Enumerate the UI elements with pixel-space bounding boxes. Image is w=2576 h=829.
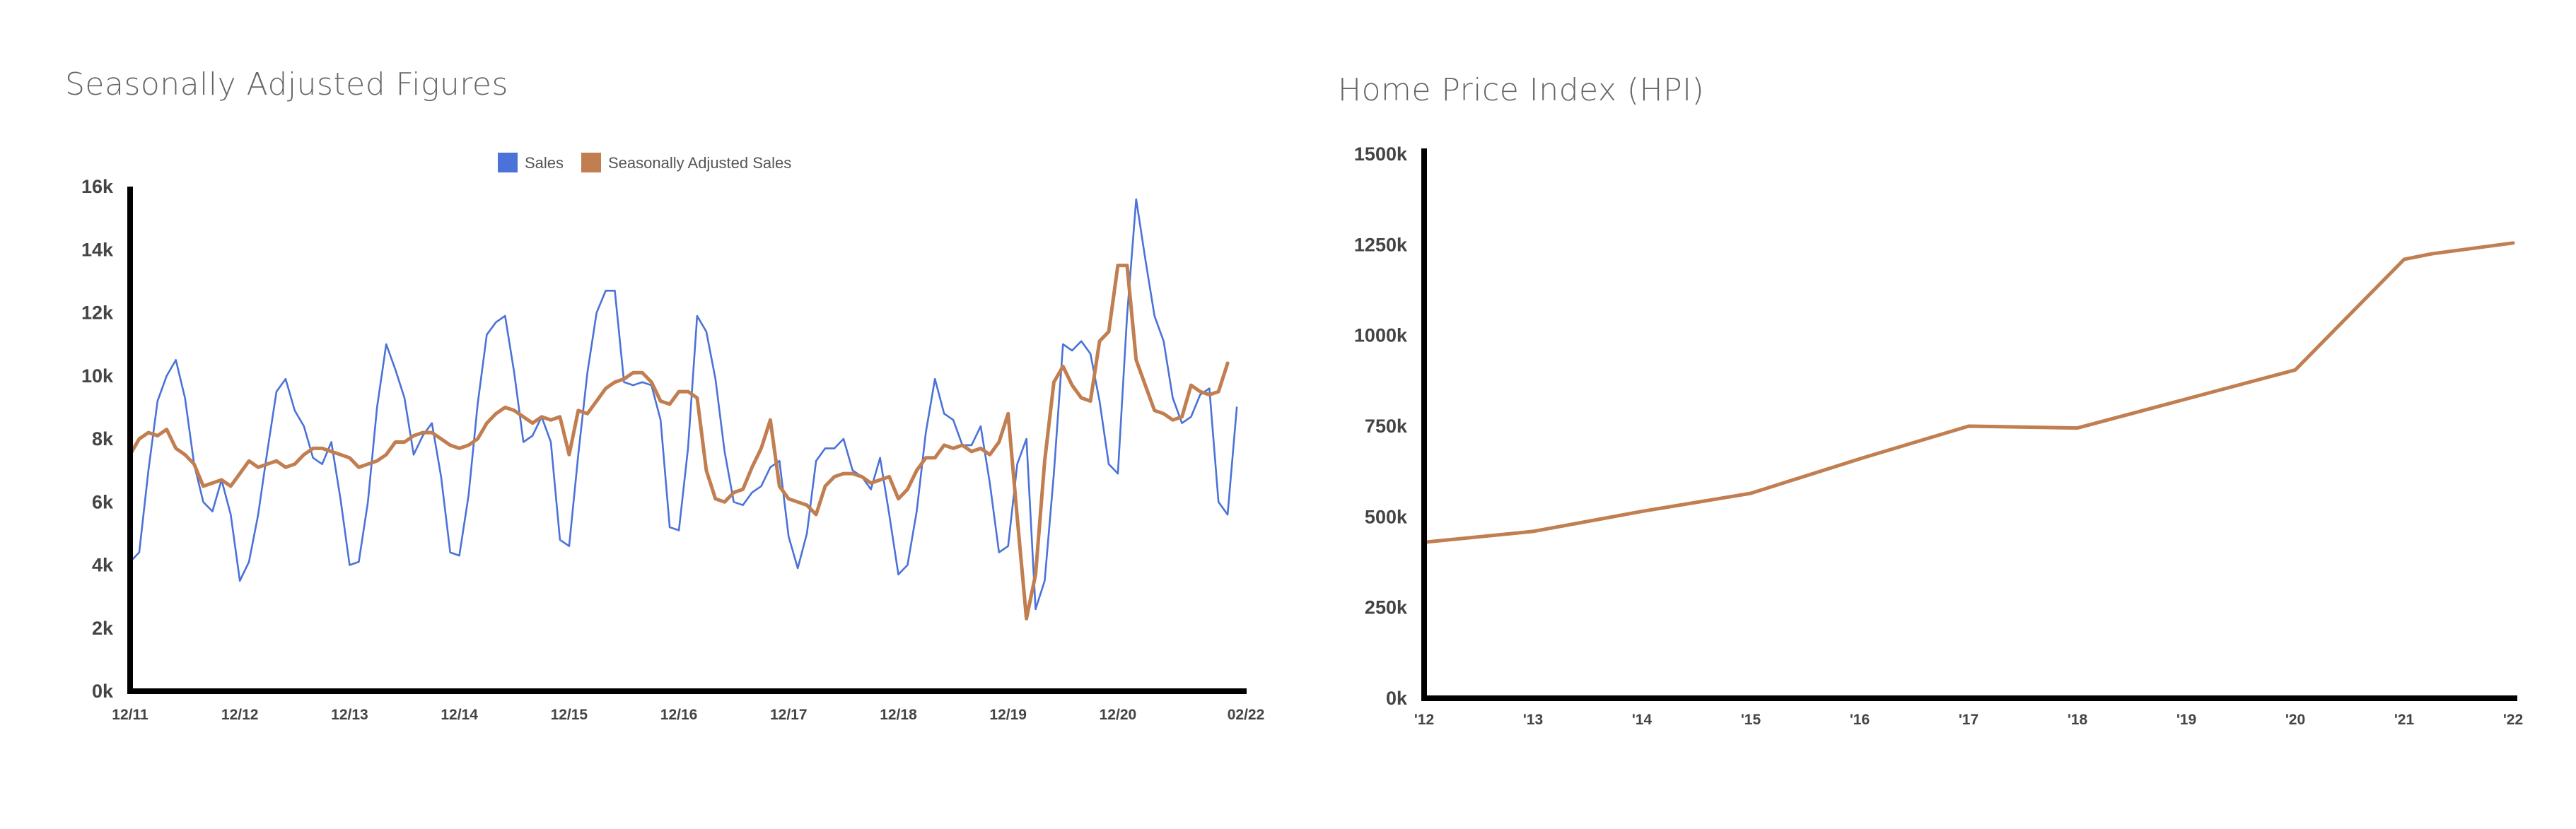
x-tick-label: 12/11: [112, 707, 148, 723]
hpi-x-tick-label: '16: [1850, 712, 1870, 728]
x-tick-label: 12/13: [331, 707, 368, 723]
hpi-chart-title: Home Price Index (HPI): [1338, 72, 1705, 108]
hpi-x-tick-label: '19: [2176, 712, 2196, 728]
hpi-y-tick-label: 750k: [1365, 416, 1408, 437]
x-tick-label: 12/14: [441, 707, 478, 723]
hpi-x-tick-label: '18: [2068, 712, 2088, 728]
hpi-x-tick-label: '17: [1959, 712, 1978, 728]
y-tick-label: 14k: [81, 239, 114, 260]
y-tick-label: 6k: [92, 491, 114, 512]
hpi-y-tick-label: 1500k: [1354, 143, 1408, 165]
y-tick-label: 16k: [81, 176, 114, 197]
hpi-y-tick-label: 250k: [1365, 597, 1408, 618]
hpi-y-tick-label: 0k: [1386, 688, 1408, 709]
y-tick-label: 8k: [92, 428, 114, 449]
sales-chart-title: Seasonally Adjusted Figures: [65, 66, 508, 102]
x-tick-label: 12/18: [880, 707, 917, 723]
legend-label-adjusted-sales: Seasonally Adjusted Sales: [608, 154, 791, 172]
hpi-x-tick-label: '15: [1741, 712, 1761, 728]
hpi-y-tick-label: 500k: [1365, 506, 1408, 527]
hpi-x-tick-label: '22: [2503, 712, 2523, 728]
sales-line: [129, 198, 1238, 611]
x-tick-label: 12/19: [989, 707, 1027, 723]
x-tick-label: 12/20: [1100, 707, 1137, 723]
hpi-line: [1422, 241, 2515, 544]
y-tick-label: 4k: [92, 555, 114, 576]
adjusted-sales-line: [128, 264, 1230, 621]
hpi-y-tick-label: 1250k: [1354, 234, 1408, 255]
y-tick-label: 2k: [92, 618, 114, 639]
hpi-y-tick-label: 1000k: [1354, 325, 1408, 346]
x-tick-label: 02/22: [1228, 707, 1265, 723]
y-tick-label: 10k: [81, 365, 114, 387]
hpi-x-tick-label: '14: [1632, 712, 1653, 728]
legend-swatch-sales: [498, 153, 518, 172]
x-tick-label: 12/12: [221, 707, 259, 723]
x-tick-label: 12/16: [660, 707, 698, 723]
x-tick-label: 12/15: [551, 707, 588, 723]
hpi-x-tick-label: '20: [2285, 712, 2305, 728]
legend-label-sales: Sales: [525, 154, 564, 172]
y-tick-label: 0k: [92, 681, 114, 702]
y-tick-label: 12k: [81, 302, 114, 324]
x-tick-label: 12/17: [770, 707, 808, 723]
hpi-x-tick-label: '12: [1414, 712, 1434, 728]
hpi-x-tick-label: '21: [2394, 712, 2415, 728]
legend-swatch-adjusted-sales: [581, 153, 601, 172]
hpi-x-tick-label: '13: [1523, 712, 1543, 728]
